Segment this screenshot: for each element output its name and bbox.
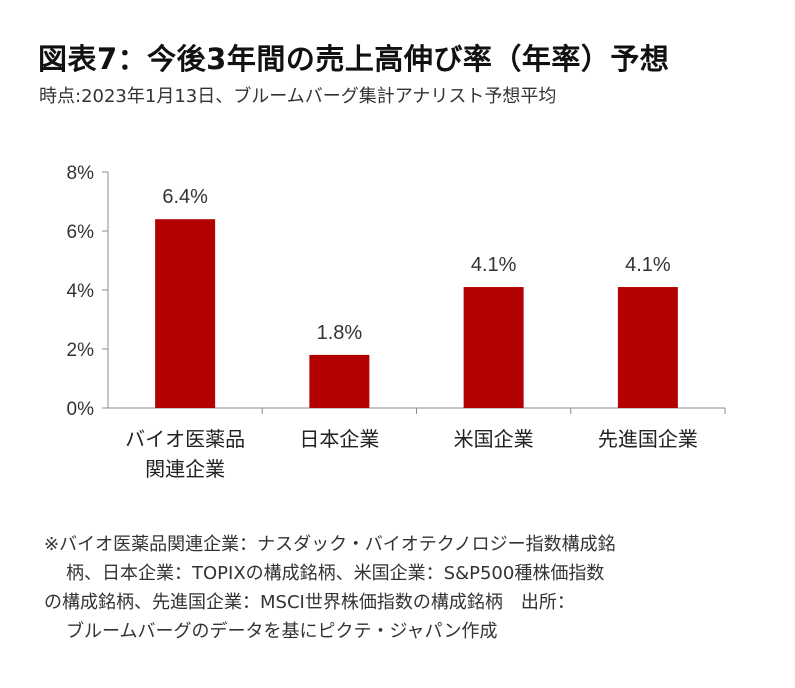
footnote-line: の構成銘柄、先進国企業：MSCI世界株価指数の構成銘柄 出所： [44,592,575,613]
x-tick-label: 米国企業 [454,427,534,451]
bar [155,219,216,408]
bar [463,287,524,408]
x-tick-label: 先進国企業 [598,427,698,451]
footnote: ※バイオ医薬品関連企業：ナスダック・バイオテクノロジー指数構成銘 柄、日本企業：… [44,530,744,646]
data-label: 1.8% [317,322,363,344]
data-label: 4.1% [471,254,517,276]
bar [309,354,370,408]
footnote-line: ※バイオ医薬品関連企業：ナスダック・バイオテクノロジー指数構成銘 [44,534,616,555]
x-tick-label: 関連企業 [145,457,225,481]
y-tick-label: 4% [67,281,95,302]
chart-title: 図表7：今後3年間の売上高伸び率（年率）予想 [38,42,670,76]
x-tick-label: 日本企業 [299,427,379,451]
bar-chart: 0% 2% 4% 6% 8% 6.4% バイオ医薬品関連企業 1.8% 日本企業 4.1% 米国企業… [67,163,726,481]
y-tick-label: 6% [67,222,95,243]
chart-subtitle: 時点:2023年1月13日、ブルームバーグ集計アナリスト予想平均 [39,86,557,107]
data-label: 6.4% [162,186,208,208]
y-tick-label: 0% [67,399,95,420]
x-tick-label: バイオ医薬品 [125,427,245,451]
bar [617,287,678,408]
footnote-line: ブルームバーグのデータを基にピクテ・ジャパン作成 [66,621,498,642]
y-tick-label: 2% [67,340,95,361]
data-label: 4.1% [625,254,671,276]
y-tick-label: 8% [67,163,95,184]
footnote-line: 柄、日本企業：TOPIXの構成銘柄、米国企業：S&P500種株価指数 [66,563,605,584]
